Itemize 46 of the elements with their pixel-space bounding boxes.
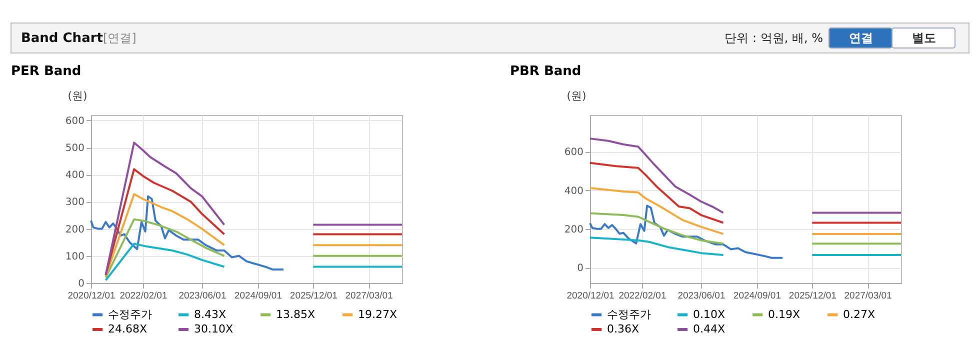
y-tick-label: 200 [564, 224, 584, 236]
y-tick-label: 0 [577, 263, 584, 274]
x-tick-label: 2025/12/01 [788, 290, 836, 302]
x-tick-label: 2024/09/01 [733, 290, 781, 302]
legend-label: 0.10X [693, 308, 726, 321]
legend-label: 0.27X [843, 308, 876, 321]
text: 별도 [912, 31, 936, 45]
x-tick-label: 2020/12/01 [566, 290, 614, 302]
y-tick-label: 600 [65, 116, 84, 127]
x-tick-label: 2020/12/01 [68, 290, 116, 302]
y-tick-label: 400 [564, 186, 584, 197]
y-tick-label: 300 [65, 197, 84, 208]
legend-label: 24.68X [108, 322, 148, 336]
x-tick-label: 2025/12/01 [290, 290, 338, 302]
legend-label: 수정주가 [108, 308, 152, 321]
line-series [90, 195, 284, 270]
legend-label: 0.44X [693, 322, 726, 336]
y-tick-label: 100 [65, 251, 84, 262]
y-axis-title: (원) [68, 90, 88, 102]
legend-label: 30.10X [194, 322, 234, 336]
y-tick-label: 0 [78, 278, 84, 290]
text: 단위 : 억원, 배, % [724, 31, 823, 45]
text: 연결 [849, 31, 873, 45]
text: [연결] [103, 31, 136, 45]
x-tick-label: 2023/06/01 [178, 290, 226, 302]
legend-label: 수정주가 [607, 308, 651, 321]
legend-label: 8.43X [194, 308, 226, 321]
x-tick-label: 2023/06/01 [678, 290, 726, 302]
chart-title: PBR Band [510, 64, 582, 79]
y-tick-label: 400 [65, 170, 84, 182]
text: Band Chart [21, 31, 103, 46]
chart-title: PER Band [11, 64, 82, 79]
y-tick-label: 500 [65, 143, 84, 154]
line-series [589, 204, 784, 259]
y-axis-title: (원) [566, 90, 586, 102]
y-tick-label: 600 [564, 147, 584, 158]
legend-label: 0.36X [607, 322, 640, 336]
x-tick-label: 2027/03/01 [345, 290, 393, 302]
y-tick-label: 200 [65, 224, 84, 236]
legend-label: 0.19X [768, 308, 800, 321]
x-tick-label: 2024/09/01 [234, 290, 282, 302]
legend-label: 13.85X [276, 308, 316, 321]
x-tick-label: 2027/03/01 [844, 290, 892, 302]
legend-label: 19.27X [358, 308, 398, 321]
x-tick-label: 2022/02/01 [618, 290, 666, 302]
x-tick-label: 2022/02/01 [120, 290, 168, 302]
